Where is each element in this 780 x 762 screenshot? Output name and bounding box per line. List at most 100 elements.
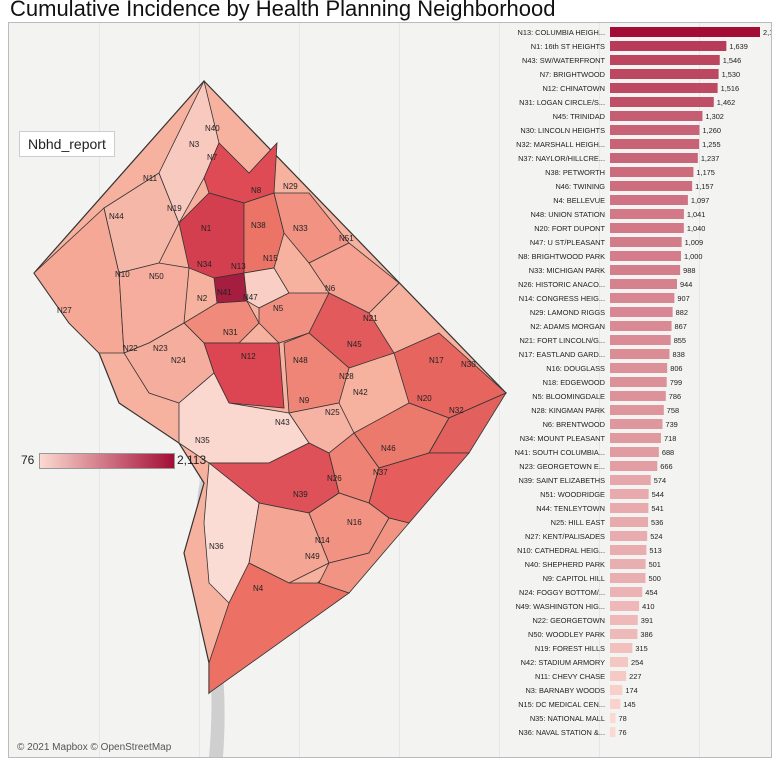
bar[interactable] <box>610 489 649 499</box>
bar[interactable] <box>610 307 673 317</box>
bar-category-label: N20: FORT DUPONT <box>534 224 605 233</box>
bar-value-label: 1,009 <box>685 238 704 247</box>
map-label-n21: N21 <box>363 314 378 323</box>
bar[interactable] <box>610 503 649 513</box>
bar[interactable] <box>610 377 667 387</box>
bar-value-label: 501 <box>649 560 661 569</box>
bar-category-label: N7: BRIGHTWOOD <box>540 70 605 79</box>
bar-category-label: N27: KENT/PALISADES <box>525 532 605 541</box>
map-label-n5: N5 <box>273 304 284 313</box>
bar[interactable] <box>610 41 727 51</box>
bar[interactable] <box>610 209 684 219</box>
bar[interactable] <box>610 293 675 303</box>
bar-value-label: 718 <box>664 434 676 443</box>
map-label-n9: N9 <box>299 396 310 405</box>
bar[interactable] <box>610 419 663 429</box>
region-N48[interactable] <box>283 332 350 414</box>
bar[interactable] <box>610 181 693 191</box>
bar[interactable] <box>610 363 668 373</box>
bar-category-label: N41: SOUTH COLUMBIA... <box>515 448 605 457</box>
bar[interactable] <box>610 405 664 415</box>
region-N44[interactable] <box>103 172 180 274</box>
bar[interactable] <box>610 195 688 205</box>
bar[interactable] <box>610 153 698 163</box>
bar-category-label: N3: BARNABY WOODS <box>525 686 605 695</box>
bar[interactable] <box>610 321 672 331</box>
map-label-n47: N47 <box>243 293 258 302</box>
bar[interactable] <box>610 657 629 667</box>
bar-value-label: 386 <box>640 630 652 639</box>
bar[interactable] <box>610 139 700 149</box>
bar[interactable] <box>610 237 682 247</box>
bar[interactable] <box>610 699 621 709</box>
bar[interactable] <box>610 447 659 457</box>
region-N4[interactable] <box>208 562 350 694</box>
bar[interactable] <box>610 559 646 569</box>
bar[interactable] <box>610 111 703 121</box>
bar[interactable] <box>610 727 616 737</box>
map-label-n2: N2 <box>197 294 208 303</box>
bar[interactable] <box>610 545 647 555</box>
bar[interactable] <box>610 27 760 37</box>
bar[interactable] <box>610 55 720 65</box>
bar[interactable] <box>610 251 681 261</box>
bar[interactable] <box>610 279 678 289</box>
bar[interactable] <box>610 461 658 471</box>
map-label-n27: N27 <box>57 306 72 315</box>
bar[interactable] <box>610 615 638 625</box>
bar-value-label: 838 <box>672 350 684 359</box>
map-label-n12: N12 <box>241 352 256 361</box>
bar[interactable] <box>610 475 651 485</box>
bar[interactable] <box>610 265 681 275</box>
bar-value-label: 1,639 <box>729 42 748 51</box>
region-N51[interactable] <box>308 242 400 314</box>
bar[interactable] <box>610 643 633 653</box>
bar-value-label: 145 <box>623 700 635 709</box>
bar[interactable] <box>610 167 694 177</box>
neighborhood-map[interactable]: N40 N3 N7 N11 N8 N29 N19 N44 N1 N38 N33 N51 N15 N13 N3… <box>9 23 771 757</box>
bar[interactable] <box>610 125 700 135</box>
map-label-n46: N46 <box>381 444 396 453</box>
map-label-n16: N16 <box>347 518 362 527</box>
bar[interactable] <box>610 391 666 401</box>
bar-category-label: N42: STADIUM ARMORY <box>521 658 605 667</box>
bar[interactable] <box>610 685 623 695</box>
legend-gradient <box>39 453 175 469</box>
map-label-n37: N37 <box>373 468 388 477</box>
map-label-n28: N28 <box>339 372 354 381</box>
bar[interactable] <box>610 601 640 611</box>
bar[interactable] <box>610 69 719 79</box>
bar-category-label: N32: MARSHALL HEIGH... <box>516 140 605 149</box>
bar-value-label: 786 <box>669 392 681 401</box>
bar[interactable] <box>610 587 643 597</box>
bar[interactable] <box>610 531 648 541</box>
map-label-n17: N17 <box>429 356 444 365</box>
bar-category-label: N19: FOREST HILLS <box>535 644 605 653</box>
bar[interactable] <box>610 517 649 527</box>
bar[interactable] <box>610 713 616 723</box>
bar-value-label: 867 <box>675 322 687 331</box>
bar[interactable] <box>610 629 638 639</box>
bar-value-label: 739 <box>665 420 677 429</box>
legend-max: 2,113 <box>177 453 207 467</box>
bar-category-label: N21: FORT LINCOLN/G... <box>519 336 605 345</box>
bar[interactable] <box>610 83 718 93</box>
bar-value-label: 944 <box>680 280 692 289</box>
bar[interactable] <box>610 223 684 233</box>
region-N22[interactable] <box>123 322 215 404</box>
region-N38[interactable] <box>243 192 285 274</box>
bar-category-label: N30: LINCOLN HEIGHTS <box>520 126 605 135</box>
bar-category-label: N4: BELLEVUE <box>553 196 605 205</box>
bar-category-label: N40: SHEPHERD PARK <box>525 560 605 569</box>
bar[interactable] <box>610 335 671 345</box>
bar[interactable] <box>610 97 714 107</box>
bar[interactable] <box>610 671 627 681</box>
bar[interactable] <box>610 573 646 583</box>
map-label-n48: N48 <box>293 356 308 365</box>
bar[interactable] <box>610 349 670 359</box>
bar-category-label: N14: CONGRESS HEIG... <box>519 294 605 303</box>
bar-value-label: 541 <box>651 504 663 513</box>
map-label-n4: N4 <box>253 584 264 593</box>
bar[interactable] <box>610 433 661 443</box>
filter-tag-nbhd-report[interactable]: Nbhd_report <box>19 131 115 157</box>
